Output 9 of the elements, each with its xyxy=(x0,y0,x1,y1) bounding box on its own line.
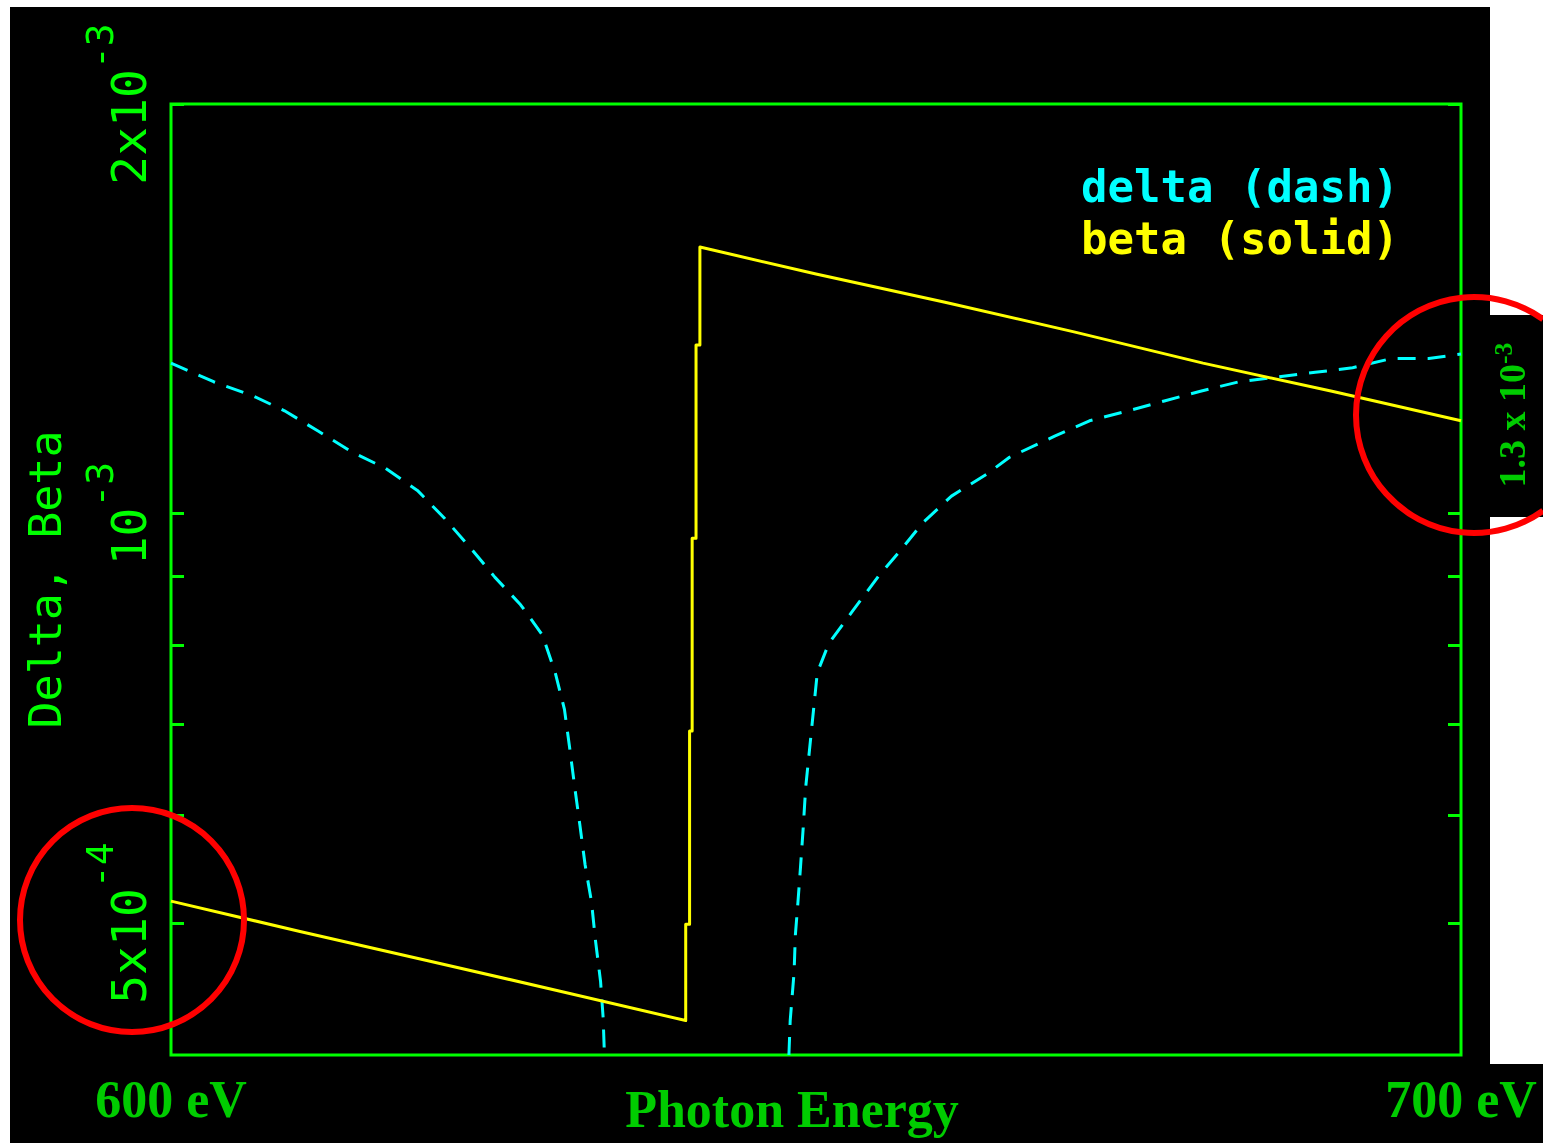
text: delta (dash) xyxy=(1081,160,1400,212)
y-tick-label: 10-3 xyxy=(78,461,157,566)
y-tick-label: 2x10-3 xyxy=(78,23,157,185)
x-axis-title: Photon Energy xyxy=(625,1080,959,1138)
x-tick-label: 600 eV xyxy=(95,1070,247,1128)
x-tick-label: 700 eV xyxy=(1385,1070,1537,1128)
y-axis-title: Delta, Beta xyxy=(19,430,72,729)
y-tick-label: 5x10-4 xyxy=(78,842,157,1004)
series-label: beta (solid) xyxy=(1081,212,1400,264)
